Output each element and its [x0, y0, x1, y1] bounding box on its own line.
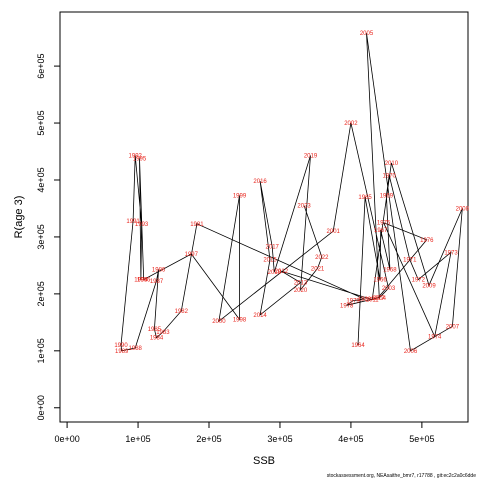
point-label-1985: 1985	[148, 327, 162, 333]
point-label-1977: 1977	[371, 296, 385, 302]
series-line	[120, 33, 463, 352]
x-axis-title: SSB	[253, 455, 275, 467]
point-label-2017: 2017	[266, 245, 280, 251]
point-label-1972: 1972	[412, 278, 426, 284]
point-label-2019: 2019	[304, 154, 318, 160]
point-label-1968: 1968	[383, 267, 397, 273]
x-tick-label: 2e+05	[196, 434, 221, 444]
point-label-1965: 1965	[358, 195, 372, 201]
point-label-2013: 2013	[294, 281, 308, 287]
point-label-2021: 2021	[311, 266, 325, 272]
point-label-2007: 2007	[446, 324, 460, 330]
point-label-1995: 1995	[133, 156, 147, 162]
y-tick-label: 5e+05	[36, 110, 46, 135]
point-label-1974: 1974	[428, 335, 442, 341]
y-axis: 0e+00 1e+05 2e+05 3e+05 4e+05 5e+05 6e+05	[36, 53, 61, 420]
point-label-1964: 1964	[351, 343, 365, 349]
point-label-2000: 2000	[212, 319, 226, 325]
point-label-1988: 1988	[129, 346, 143, 352]
point-label-2020: 2020	[294, 288, 308, 294]
point-label-2018: 2018	[268, 270, 282, 276]
point-label-2011: 2011	[366, 298, 380, 304]
point-label-1982: 1982	[175, 309, 189, 315]
point-label-1970: 1970	[383, 173, 397, 179]
point-label-2012: 2012	[275, 269, 289, 275]
point-label-1994: 1994	[134, 278, 148, 284]
point-label-1969: 1969	[380, 193, 394, 199]
point-label-1983: 1983	[156, 330, 170, 336]
y-tick-label: 4e+05	[36, 167, 46, 192]
point-label-1989: 1989	[115, 349, 129, 355]
point-label-1967: 1967	[374, 228, 388, 234]
point-label-1996: 1996	[137, 278, 151, 284]
point-label-1981: 1981	[190, 222, 204, 228]
point-label-2022: 2022	[315, 255, 329, 261]
point-label-2023: 2023	[297, 204, 311, 210]
point-label-1999: 1999	[233, 193, 247, 199]
plot-frame	[59, 11, 469, 423]
point-label-1978: 1978	[340, 303, 354, 309]
point-label-1976: 1976	[420, 238, 434, 244]
point-label-1980: 1980	[358, 297, 372, 303]
point-label-1986: 1986	[152, 267, 166, 273]
point-label-1990: 1990	[114, 343, 128, 349]
y-tick-label: 6e+05	[36, 53, 46, 78]
point-label-2003: 2003	[382, 286, 396, 292]
point-label-2005: 2005	[360, 31, 374, 37]
y-axis-title: R(age 3)	[13, 196, 25, 239]
point-label-1971: 1971	[403, 258, 417, 264]
point-label-1997: 1997	[185, 252, 199, 258]
point-label-2009: 2009	[422, 283, 436, 289]
point-label-2004: 2004	[373, 296, 387, 302]
point-label-2014: 2014	[253, 313, 267, 319]
point-label-1979: 1979	[346, 299, 360, 305]
point-label-1992: 1992	[129, 154, 143, 160]
y-tick-label: 3e+05	[36, 224, 46, 249]
y-tick-label: 2e+05	[36, 281, 46, 306]
x-axis: 0e+00 1e+05 2e+05 3e+05 4e+05 5e+05	[54, 421, 435, 444]
point-label-1966: 1966	[373, 278, 387, 284]
point-label-1975: 1975	[377, 221, 391, 227]
point-label-2008: 2008	[456, 207, 470, 213]
point-label-2001: 2001	[327, 229, 341, 235]
x-tick-label: 0e+00	[54, 434, 79, 444]
x-tick-label: 4e+05	[338, 434, 363, 444]
point-label-2002: 2002	[344, 121, 358, 127]
point-label-1987: 1987	[150, 279, 164, 285]
series-path	[120, 33, 463, 352]
point-label-2015: 2015	[263, 258, 277, 264]
footer-text: stockassessment.org, NEAsaithe_bmr7, r17…	[327, 473, 476, 479]
point-label-1984: 1984	[150, 336, 164, 342]
point-labels: 1964 1965 1966 1967 1968 1969 1970 1971 1972 1973…	[114, 31, 469, 355]
point-label-2006: 2006	[404, 349, 418, 355]
point-label-1991: 1991	[126, 219, 140, 225]
x-tick-label: 1e+05	[125, 434, 150, 444]
point-label-1998: 1998	[233, 318, 247, 324]
y-tick-label: 0e+00	[36, 395, 46, 420]
point-label-1973: 1973	[444, 250, 458, 256]
x-tick-label: 3e+05	[267, 434, 292, 444]
point-label-1993: 1993	[135, 222, 149, 228]
point-label-2010: 2010	[385, 161, 399, 167]
x-tick-label: 5e+05	[409, 434, 434, 444]
y-tick-label: 1e+05	[36, 338, 46, 363]
point-label-2016: 2016	[253, 179, 267, 185]
